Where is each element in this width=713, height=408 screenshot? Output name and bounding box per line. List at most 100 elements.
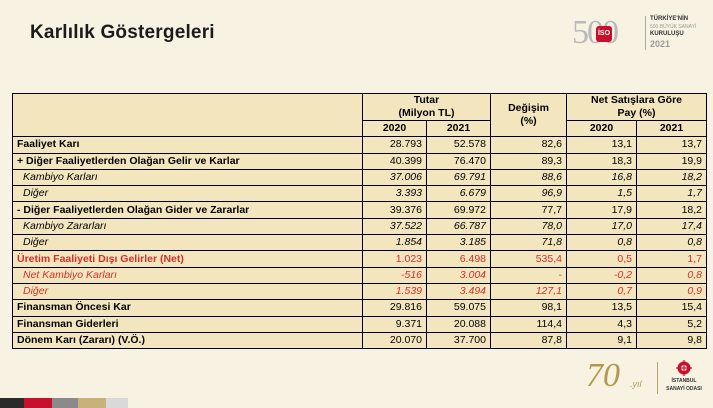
cell-pay-2021: 19,9 — [635, 152, 708, 170]
istanbul-sanayi-odasi-logo: İSTANBUL SANAYİ ODASI — [664, 360, 704, 400]
row-label: Dönem Karı (Zararı) (V.Ö.) — [12, 331, 363, 350]
cell-tutar-2020: 1.854 — [362, 234, 427, 252]
cell-pay-2021: 18,2 — [635, 201, 708, 219]
cell-degisim: 535,4 — [490, 250, 567, 268]
cell-pay-2021: 1,7 — [635, 185, 708, 203]
logo-line-3: KURULUŞU — [650, 31, 684, 37]
cell-degisim: 96,9 — [490, 185, 567, 203]
table-row: Finansman Öncesi Kar 29.816 59.075 98,1 13,5… — [12, 299, 708, 317]
cell-tutar-2021: 69.791 — [426, 168, 491, 187]
header-pay: Net Satışlara Göre Pay (%) — [565, 93, 708, 121]
cell-pay-2020: -0,2 — [566, 266, 637, 284]
cell-tutar-2021: 20.088 — [426, 315, 491, 333]
table-row: + Diğer Faaliyetlerden Olağan Gelir ve K… — [12, 152, 708, 170]
table-row: Kambiyo Karları 37.006 69.791 88,6 16,8 18,2 — [12, 168, 708, 187]
cell-degisim: 98,1 — [490, 299, 567, 317]
cell-pay-2021: 5,2 — [635, 315, 708, 333]
cell-pay-2020: 13,1 — [566, 136, 637, 154]
iso-badge-icon: İSO — [596, 26, 612, 42]
profitability-table: Tutar (Milyon TL) Değişim (%) Net Satışlar… — [12, 92, 708, 350]
header-row-1: Tutar (Milyon TL) Değişim (%) Net Satışlar… — [12, 92, 708, 138]
cell-pay-2020: 1,5 — [566, 185, 637, 203]
header-tutar-2021: 2021 — [426, 119, 491, 138]
cell-pay-2021: 1,7 — [635, 250, 708, 268]
cell-degisim: 82,6 — [490, 136, 567, 154]
cell-pay-2020: 0,8 — [566, 234, 637, 252]
cell-tutar-2021: 52.578 — [426, 136, 491, 154]
cell-tutar-2021: 37.700 — [426, 331, 491, 350]
cell-degisim: - — [490, 266, 567, 284]
logo-70-suffix: .yıl — [630, 379, 642, 389]
table-row: Üretim Faaliyeti Dışı Gelirler (Net) 1.02… — [12, 250, 708, 268]
row-label: Net Kambiyo Karları — [12, 266, 363, 284]
row-label: Kambiyo Karları — [12, 168, 363, 187]
logo-line-1: TÜRKİYE'NİN — [650, 16, 689, 22]
gear-icon — [676, 360, 692, 376]
table-row: Kambiyo Zararları 37.522 66.787 78,0 17,0 17,… — [12, 217, 708, 236]
logo-70-number: 70 — [586, 357, 620, 394]
row-label: Diğer — [12, 282, 363, 301]
table-row: Diğer 1.854 3.185 71,8 0,8 0,8 — [12, 234, 708, 252]
cell-tutar-2020: 28.793 — [362, 136, 427, 154]
row-label: Faaliyet Karı — [12, 136, 363, 154]
header-pay-2021: 2021 — [635, 119, 708, 138]
cell-tutar-2021: 69.972 — [426, 201, 491, 219]
cell-pay-2021: 0,8 — [635, 234, 708, 252]
70-yil-logo: 70 .yıl — [586, 357, 656, 397]
cell-degisim: 87,8 — [490, 331, 567, 350]
cell-degisim: 114,4 — [490, 315, 567, 333]
cell-pay-2021: 9,8 — [635, 331, 708, 350]
turkiye-500-logo: 500 İSO TÜRKİYE'NİN 500 BÜYÜK SANAYİ KUR… — [572, 14, 697, 54]
header-tutar-2020: 2020 — [362, 119, 427, 138]
cell-pay-2020: 13,5 — [566, 299, 637, 317]
row-label: + Diğer Faaliyetlerden Olağan Gelir ve K… — [12, 152, 363, 170]
cell-tutar-2020: 40.399 — [362, 152, 427, 170]
cell-pay-2020: 0,7 — [566, 282, 637, 301]
cell-pay-2020: 18,3 — [566, 152, 637, 170]
row-label: Finansman Öncesi Kar — [12, 299, 363, 317]
logo-year: 2021 — [650, 39, 671, 49]
table-row: Finansman Giderleri 9.371 20.088 114,4 4,3 5,… — [12, 315, 708, 333]
cell-tutar-2021: 76.470 — [426, 152, 491, 170]
cell-pay-2020: 17,0 — [566, 217, 637, 236]
cell-tutar-2021: 3.185 — [426, 234, 491, 252]
table-row: Dönem Karı (Zararı) (V.Ö.) 20.070 37.700 87… — [12, 331, 708, 350]
row-label: Finansman Giderleri — [12, 315, 363, 333]
row-label: Kambiyo Zararları — [12, 217, 363, 236]
cell-tutar-2021: 66.787 — [426, 217, 491, 236]
cell-pay-2021: 18,2 — [635, 168, 708, 187]
cell-degisim: 77,7 — [490, 201, 567, 219]
cell-degisim: 89,3 — [490, 152, 567, 170]
logo-divider — [645, 16, 646, 50]
cell-pay-2020: 9,1 — [566, 331, 637, 350]
page-title: Karlılık Göstergeleri — [30, 22, 215, 43]
iso-logo-line-1: İSTANBUL — [671, 378, 697, 384]
cell-tutar-2021: 3.494 — [426, 282, 491, 301]
cell-tutar-2021: 3.004 — [426, 266, 491, 284]
cell-tutar-2020: 9.371 — [362, 315, 427, 333]
table-row: Net Kambiyo Karları -516 3.004- -0,2 0,8 — [12, 266, 708, 284]
cell-degisim: 78,0 — [490, 217, 567, 236]
cell-tutar-2020: 20.070 — [362, 331, 427, 350]
header-pay-2020: 2020 — [566, 119, 637, 138]
cell-tutar-2020: 29.816 — [362, 299, 427, 317]
footer-stripe — [0, 398, 24, 408]
row-label: - Diğer Faaliyetlerden Olağan Gider ve Z… — [12, 201, 363, 219]
footer-logo-divider — [657, 362, 658, 394]
footer-stripe — [52, 398, 78, 408]
table-body: Faaliyet Karı 28.793 52.578 82,6 13,1 13,7 + D… — [12, 136, 708, 350]
cell-tutar-2020: 39.376 — [362, 201, 427, 219]
cell-pay-2021: 0,8 — [635, 266, 708, 284]
footer-stripe — [106, 398, 128, 408]
cell-tutar-2021: 6.498 — [426, 250, 491, 268]
cell-pay-2021: 0,9 — [635, 282, 708, 301]
cell-tutar-2020: 1.539 — [362, 282, 427, 301]
logo-line-2: 500 BÜYÜK SANAYİ — [650, 24, 697, 30]
header-row-2: 2020 2021 2020 2021 — [13, 119, 708, 138]
cell-pay-2021: 17,4 — [635, 217, 708, 236]
cell-tutar-2021: 6.679 — [426, 185, 491, 203]
cell-degisim: 127,1 — [490, 282, 567, 301]
cell-tutar-2020: 37.006 — [362, 168, 427, 187]
cell-tutar-2020: 1.023 — [362, 250, 427, 268]
header-tutar: Tutar (Milyon TL) — [362, 93, 491, 121]
